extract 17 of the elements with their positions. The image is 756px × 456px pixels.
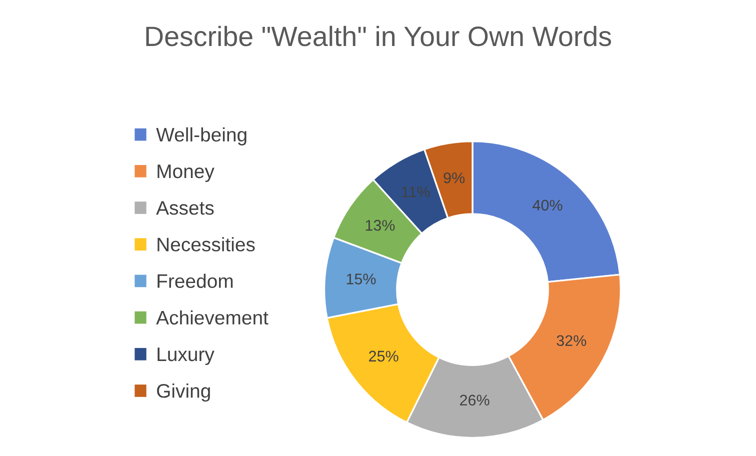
legend-label: Freedom [158, 274, 233, 288]
data-label: 40% [532, 200, 562, 211]
legend-label: Giving [157, 384, 210, 402]
legend-label: Money [158, 164, 214, 182]
data-label: 9% [444, 172, 465, 184]
data-label: 26% [460, 394, 490, 406]
data-label: 11% [402, 186, 430, 198]
legend-label: Luxury [158, 348, 214, 366]
chart-title: Describe "Wealth" in Your Own Words [146, 26, 612, 46]
legend-label: Well-being [156, 127, 246, 146]
data-label: 15% [346, 274, 376, 284]
legend-label: Assets [156, 201, 214, 215]
data-label: 25% [369, 350, 398, 362]
legend-label: Achievement [156, 310, 268, 325]
data-label: 13% [366, 220, 395, 231]
legend-label: Necessities [158, 237, 255, 252]
data-label: 32% [556, 335, 586, 346]
